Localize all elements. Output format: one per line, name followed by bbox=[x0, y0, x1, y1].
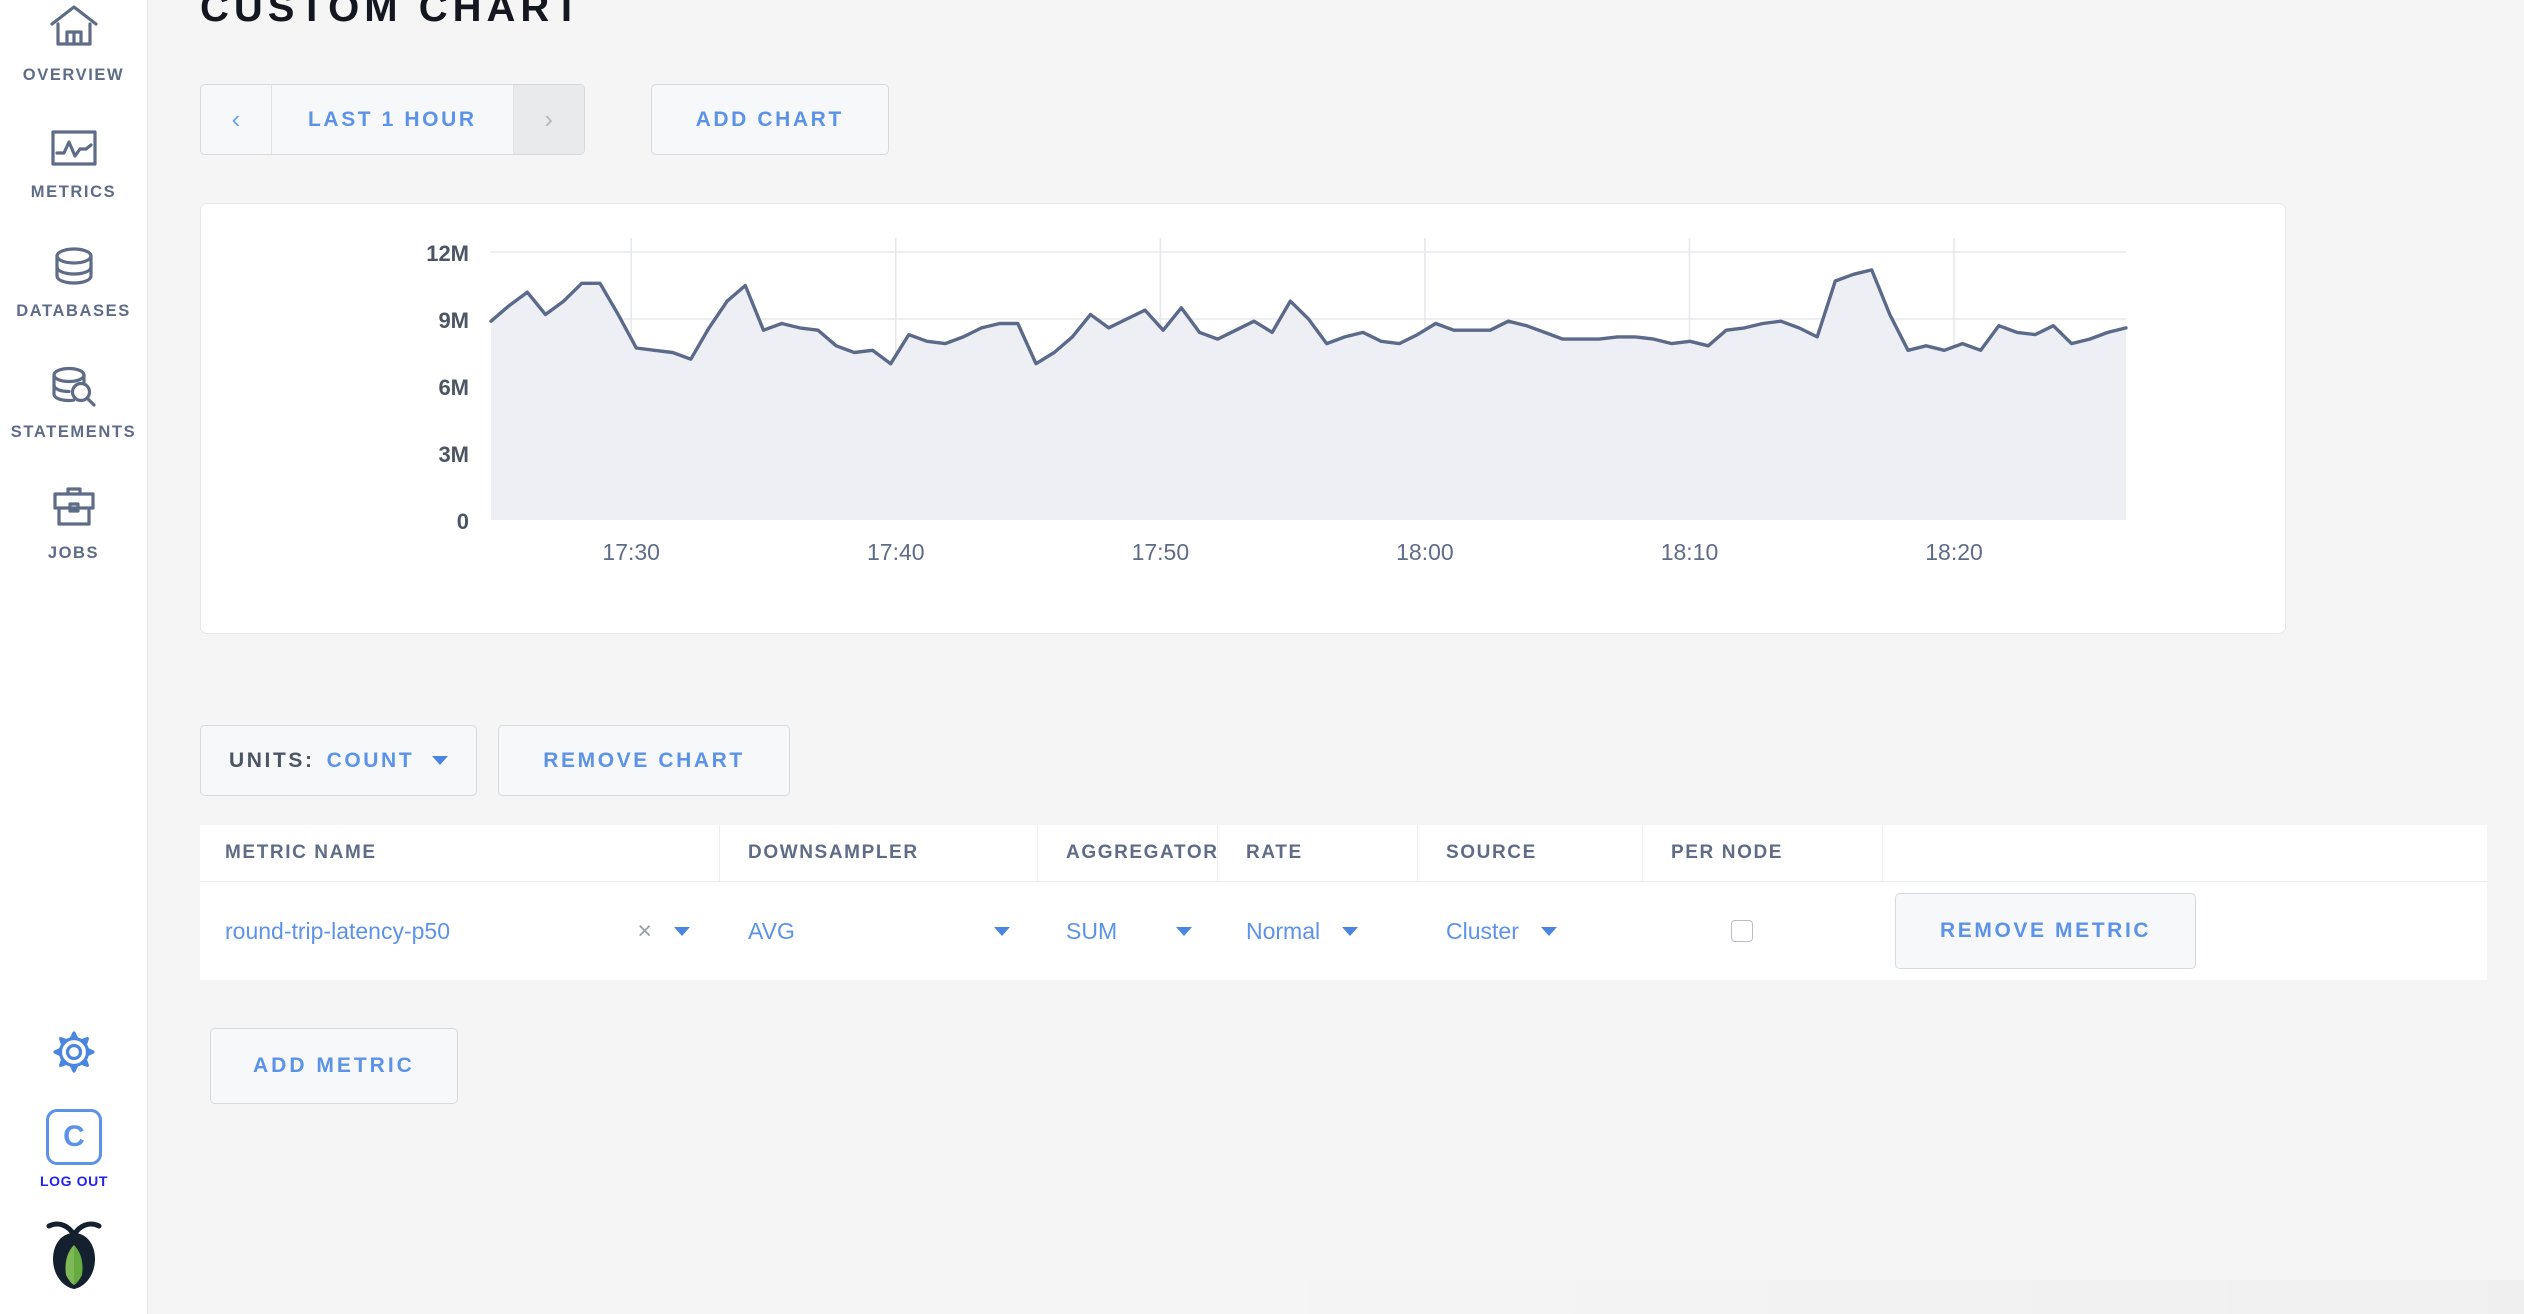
column-header-aggregator: AGGREGATOR bbox=[1038, 824, 1218, 882]
sidebar-item-label: JOBS bbox=[47, 544, 100, 562]
chart-options-row: UNITS: COUNT REMOVE CHART bbox=[200, 725, 790, 796]
rate-value: Normal bbox=[1246, 917, 1321, 944]
column-header-metric-name: METRIC NAME bbox=[200, 824, 720, 882]
source-value: Cluster bbox=[1446, 917, 1519, 944]
chevron-left-icon[interactable]: ‹ bbox=[201, 85, 272, 154]
svg-text:18:10: 18:10 bbox=[1661, 539, 1719, 565]
cell-metric-name[interactable]: round-trip-latency-p50 × bbox=[200, 882, 720, 980]
units-value: COUNT bbox=[326, 748, 415, 772]
timescale-label[interactable]: LAST 1 HOUR bbox=[308, 107, 477, 131]
main-content: CUSTOM CHART ‹ LAST 1 HOUR › ADD CHART 1… bbox=[149, 0, 2524, 1314]
chevron-down-icon[interactable] bbox=[674, 926, 690, 936]
column-header-rate: RATE bbox=[1218, 824, 1418, 882]
svg-text:12M: 12M bbox=[426, 241, 469, 266]
custom-chart-plot[interactable]: 12M 9M 6M 3M 0 17:30 17:40 17:50 18:00 18:10 18:20 bbox=[201, 204, 2287, 635]
home-icon bbox=[49, 4, 99, 55]
database-search-icon bbox=[50, 365, 98, 412]
sidebar-item-metrics[interactable]: METRICS bbox=[0, 129, 148, 202]
units-dropdown[interactable]: UNITS: COUNT bbox=[200, 725, 478, 796]
column-header-actions bbox=[1883, 825, 2487, 882]
chevron-right-icon[interactable]: › bbox=[512, 85, 584, 154]
metric-name-value: round-trip-latency-p50 bbox=[225, 917, 451, 944]
column-header-per-node: PER NODE bbox=[1643, 824, 1883, 882]
cell-downsampler[interactable]: AVG bbox=[720, 882, 1038, 980]
sidebar-item-overview[interactable]: OVERVIEW bbox=[0, 4, 148, 85]
sidebar-item-label: STATEMENTS bbox=[10, 423, 137, 441]
svg-text:6M: 6M bbox=[438, 375, 469, 400]
table-row: round-trip-latency-p50 × AVG SUM Normal … bbox=[200, 882, 2487, 980]
add-chart-button[interactable]: ADD CHART bbox=[650, 84, 889, 155]
sidebar-item-databases[interactable]: DATABASES bbox=[0, 246, 148, 321]
svg-text:3M: 3M bbox=[438, 442, 469, 467]
column-header-source: SOURCE bbox=[1418, 824, 1643, 882]
cockroachdb-logo bbox=[43, 1219, 105, 1296]
column-header-downsampler: DOWNSAMPLER bbox=[720, 824, 1038, 882]
svg-text:18:00: 18:00 bbox=[1396, 539, 1454, 565]
sidebar-item-jobs[interactable]: JOBS bbox=[0, 486, 148, 563]
logout-button[interactable]: C LOG OUT bbox=[40, 1109, 108, 1189]
chevron-down-icon[interactable] bbox=[1342, 926, 1359, 936]
sidebar-item-label: METRICS bbox=[30, 183, 117, 201]
chevron-down-icon[interactable] bbox=[994, 926, 1010, 936]
chevron-down-icon bbox=[432, 756, 449, 765]
chevron-down-icon[interactable] bbox=[1540, 926, 1557, 936]
sidebar-item-label: DATABASES bbox=[16, 302, 131, 320]
metric-table: METRIC NAME DOWNSAMPLER AGGREGATOR RATE … bbox=[200, 824, 2487, 980]
chart-toolbar: ‹ LAST 1 HOUR › ADD CHART bbox=[200, 84, 889, 155]
cell-actions: REMOVE METRIC bbox=[1883, 882, 2487, 980]
aggregator-value: SUM bbox=[1066, 917, 1118, 944]
cell-aggregator[interactable]: SUM bbox=[1038, 882, 1218, 980]
remove-chart-button[interactable]: REMOVE CHART bbox=[498, 725, 790, 796]
cell-rate[interactable]: Normal bbox=[1218, 882, 1418, 980]
chart-card: 12M 9M 6M 3M 0 17:30 17:40 17:50 18:00 18:10 18:20 bbox=[200, 203, 2286, 634]
svg-text:0: 0 bbox=[457, 509, 469, 534]
svg-text:18:20: 18:20 bbox=[1925, 539, 1983, 565]
bottom-gradient bbox=[1189, 1280, 2524, 1314]
database-icon bbox=[52, 246, 96, 291]
units-static-label: UNITS: bbox=[229, 748, 315, 772]
cell-source[interactable]: Cluster bbox=[1418, 882, 1643, 980]
downsampler-value: AVG bbox=[748, 917, 795, 944]
timescale-selector: ‹ LAST 1 HOUR › bbox=[200, 84, 585, 155]
svg-text:17:40: 17:40 bbox=[867, 539, 925, 565]
chevron-down-icon[interactable] bbox=[1176, 926, 1192, 936]
sidebar-footer: C LOG OUT bbox=[0, 1030, 148, 1314]
chart-icon bbox=[50, 129, 98, 172]
remove-metric-button[interactable]: REMOVE METRIC bbox=[1895, 893, 2197, 969]
cell-per-node bbox=[1643, 882, 1883, 980]
table-header-row: METRIC NAME DOWNSAMPLER AGGREGATOR RATE … bbox=[200, 824, 2487, 882]
sidebar-item-label: OVERVIEW bbox=[22, 66, 125, 84]
logout-label: LOG OUT bbox=[40, 1173, 108, 1189]
close-icon[interactable]: × bbox=[637, 916, 652, 945]
sidebar-item-statements[interactable]: STATEMENTS bbox=[0, 365, 148, 442]
svg-text:17:30: 17:30 bbox=[602, 539, 660, 565]
gear-icon[interactable] bbox=[52, 1030, 96, 1079]
svg-text:9M: 9M bbox=[438, 308, 469, 333]
avatar: C bbox=[45, 1109, 102, 1165]
per-node-checkbox[interactable] bbox=[1731, 920, 1753, 942]
sidebar: OVERVIEW METRICS DATABASES bbox=[0, 0, 148, 1314]
svg-text:17:50: 17:50 bbox=[1132, 539, 1190, 565]
briefcase-icon bbox=[51, 486, 97, 533]
add-metric-button[interactable]: ADD METRIC bbox=[210, 1028, 458, 1104]
page-title: CUSTOM CHART bbox=[200, 0, 584, 30]
